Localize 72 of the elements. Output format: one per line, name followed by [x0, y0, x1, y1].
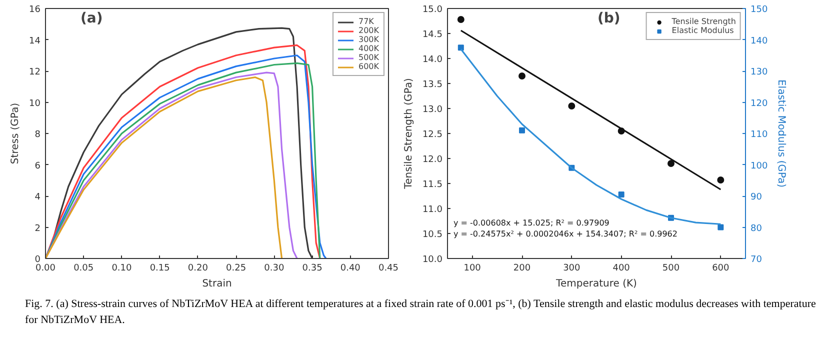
legend-label: 200K [358, 26, 379, 35]
y-tick-label: 10.0 [422, 255, 443, 265]
y-tick-label: 10.5 [422, 230, 443, 240]
x-tick-label: 0.00 [35, 264, 56, 274]
legend-label: 600K [358, 62, 379, 71]
point [518, 72, 526, 80]
x-tick-label: 400 [612, 264, 630, 274]
y2-tick-label: 100 [750, 161, 768, 172]
y2-tick-label: 90 [750, 192, 762, 202]
point [668, 160, 674, 167]
y-axis-title: Stress (GPa) [10, 102, 22, 164]
y-axis-title: Tensile Strength (GPa) [403, 78, 414, 190]
y-tick-label: 13.0 [422, 105, 443, 115]
y-tick-label: 11.0 [422, 205, 443, 215]
y-tick-label: 8 [34, 130, 41, 140]
y-tick-label: 12.5 [422, 130, 443, 140]
y-tick-label: 0 [34, 255, 41, 265]
y2-tick-label: 130 [750, 68, 768, 78]
point [458, 44, 464, 51]
x-tick-label: 0.05 [74, 264, 94, 274]
chart-title: (b) [598, 10, 620, 26]
y-tick-label: 14 [29, 36, 41, 46]
legend-label: Tensile Strength [672, 17, 736, 26]
y-tick-label: 11.5 [422, 180, 443, 190]
legend-label: 77K [358, 17, 375, 26]
y-tick-label: 14.5 [422, 30, 443, 40]
point [568, 102, 576, 110]
y2-tick-label: 70 [750, 255, 762, 265]
y2-tick-label: 80 [750, 224, 762, 234]
x-tick-label: 0.45 [378, 264, 399, 274]
point [457, 16, 464, 23]
y2-axis-title: Elastic Modulus (GPa) [776, 79, 787, 188]
caption: Fig. 7. (a) Stress-strain curves of NbTiZrMoV HEA at different temperatures at a fixed strain rate of 0.001 ps⁻¹, (b) Tensile strength and elastic modulus decreases with temperature for NbTiZrMoV HEA. [25, 297, 817, 328]
x-tick-label: 200 [513, 264, 531, 274]
legend-label: Elastic Modulus [672, 26, 734, 35]
annotation: y = -0.24575x² + 0.0002046x + 154.3407; R² = 0.9962 [454, 230, 678, 238]
y-tick-label: 12.0 [422, 155, 443, 165]
x-tick-label: 300 [563, 264, 581, 274]
x-tick-label: 500 [662, 264, 680, 274]
x-axis-title: Strain [202, 278, 232, 290]
point [519, 127, 525, 134]
point [717, 176, 724, 184]
y-tick-label: 2 [34, 224, 41, 234]
x-tick-label: 0.25 [226, 264, 246, 274]
legend-label: 500K [358, 53, 379, 62]
x-tick-label: 100 [464, 264, 482, 274]
chart-title: (a) [80, 10, 103, 26]
y2-tick-label: 150 [750, 5, 768, 15]
x-tick-label: 0.30 [264, 264, 284, 274]
y-tick-label: 15.0 [422, 5, 443, 15]
y-tick-label: 14.0 [422, 55, 443, 65]
point [618, 191, 624, 198]
x-tick-label: 0.35 [302, 264, 322, 274]
y-tick-label: 16 [29, 5, 41, 15]
y-tick-label: 4 [34, 192, 41, 202]
y2-tick-label: 110 [750, 130, 768, 140]
x-tick-label: 0.40 [340, 264, 361, 274]
point [718, 224, 724, 230]
x-axis-title: Temperature (K) [555, 278, 638, 290]
x-tick-label: 0.20 [188, 264, 208, 274]
y-tick-label: 13.5 [422, 80, 443, 90]
legend-label: 300K [358, 35, 379, 44]
y2-tick-label: 120 [750, 98, 768, 109]
y-tick-label: 10 [29, 98, 41, 109]
x-tick-label: 0.10 [112, 264, 132, 274]
x-tick-label: 0.15 [150, 264, 170, 274]
x-tick-label: 600 [712, 264, 730, 274]
y-tick-label: 6 [34, 161, 41, 172]
annotation: y = -0.00608x + 15.025; R² = 0.97909 [454, 218, 610, 228]
y-tick-label: 12 [29, 68, 40, 78]
y2-tick-label: 140 [750, 36, 768, 46]
legend-label: 400K [358, 44, 379, 53]
